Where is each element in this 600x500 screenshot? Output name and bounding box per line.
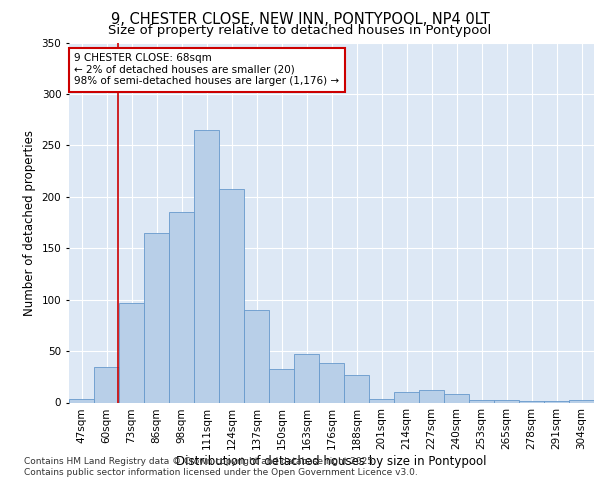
Bar <box>169 212 194 402</box>
Bar <box>319 364 344 403</box>
Y-axis label: Number of detached properties: Number of detached properties <box>23 130 36 316</box>
Bar <box>244 310 269 402</box>
Bar <box>494 400 519 402</box>
Text: 9 CHESTER CLOSE: 68sqm
← 2% of detached houses are smaller (20)
98% of semi-deta: 9 CHESTER CLOSE: 68sqm ← 2% of detached … <box>74 54 340 86</box>
Bar <box>144 233 169 402</box>
Bar <box>419 390 444 402</box>
Bar <box>69 400 94 402</box>
Text: Size of property relative to detached houses in Pontypool: Size of property relative to detached ho… <box>109 24 491 37</box>
X-axis label: Distribution of detached houses by size in Pontypool: Distribution of detached houses by size … <box>176 455 487 468</box>
Bar <box>369 400 394 402</box>
Bar <box>219 188 244 402</box>
Bar <box>344 374 369 402</box>
Text: Contains HM Land Registry data © Crown copyright and database right 2025.
Contai: Contains HM Land Registry data © Crown c… <box>24 458 418 477</box>
Bar <box>469 400 494 402</box>
Bar <box>94 366 119 402</box>
Text: 9, CHESTER CLOSE, NEW INN, PONTYPOOL, NP4 0LT: 9, CHESTER CLOSE, NEW INN, PONTYPOOL, NP… <box>110 12 490 28</box>
Bar <box>569 400 594 402</box>
Bar <box>269 368 294 402</box>
Bar <box>194 130 219 402</box>
Bar <box>294 354 319 403</box>
Bar <box>444 394 469 402</box>
Bar <box>394 392 419 402</box>
Bar <box>119 302 144 402</box>
